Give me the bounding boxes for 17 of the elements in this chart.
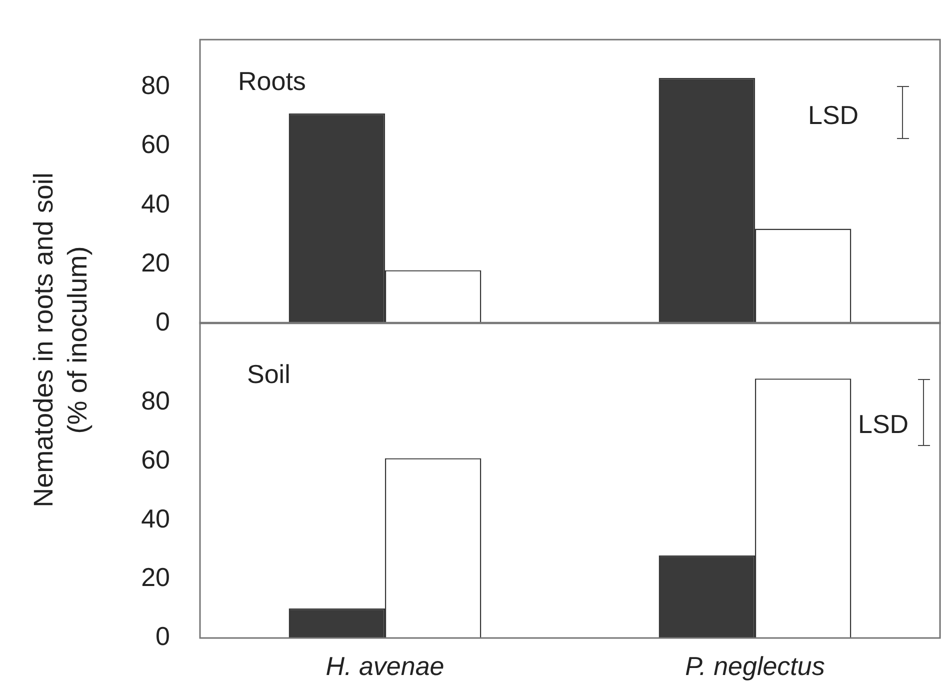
annotation: Soil [247, 358, 290, 390]
annotation: Roots [238, 66, 306, 97]
y-tick-label: 40 [141, 504, 170, 534]
y-tick-label: 20 [141, 562, 170, 593]
y-tick-label: 60 [141, 130, 170, 160]
y-axis-title: Nematodes in roots and soil (% of inoculum) [27, 172, 94, 508]
annotation: LSD [808, 100, 859, 131]
x-tick-label: P. neglectus [685, 651, 825, 682]
y-tick-label: 60 [141, 444, 170, 475]
y-tick-label: 20 [141, 248, 170, 278]
y-tick-label: 80 [141, 70, 170, 100]
y-tick-label: 0 [156, 622, 170, 652]
x-tick-label: H. avenae [326, 651, 444, 682]
annotation: LSD [858, 408, 909, 440]
y-tick-label: 40 [141, 188, 170, 219]
y-tick-label: 80 [141, 386, 170, 416]
y-tick-label: 0 [156, 306, 170, 337]
